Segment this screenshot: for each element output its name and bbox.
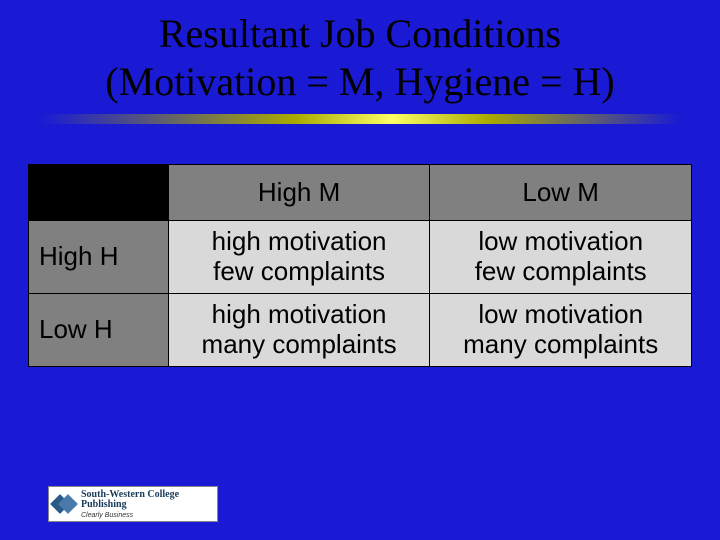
title-underline-bar (40, 114, 680, 124)
publisher-logo: South-Western College Publishing Clearly… (48, 486, 218, 522)
row-header-high-h: High H (29, 221, 169, 294)
title-line-2: (Motivation = M, Hygiene = H) (105, 59, 615, 104)
cell-text-line: low motivation (478, 299, 643, 329)
cell-text-line: many complaints (463, 329, 658, 359)
table-corner-cell (29, 165, 169, 221)
cell-text-line: many complaints (202, 329, 397, 359)
table-header-row: High M Low M (29, 165, 692, 221)
title-line-1: Resultant Job Conditions (159, 11, 561, 56)
publisher-logo-icon (53, 493, 75, 515)
conditions-table-wrap: High M Low M High H high motivation few … (28, 164, 692, 367)
table-row: Low H high motivation many complaints lo… (29, 293, 692, 366)
col-header-high-m: High M (168, 165, 430, 221)
publisher-logo-text: South-Western College Publishing Clearly… (81, 490, 213, 519)
cell-high-h-high-m: high motivation few complaints (168, 221, 430, 294)
slide-title-wrap: Resultant Job Conditions (Motivation = M… (0, 0, 720, 106)
cell-text-line: high motivation (212, 299, 387, 329)
cell-high-h-low-m: low motivation few complaints (430, 221, 692, 294)
cell-text-line: few complaints (475, 256, 647, 286)
row-header-low-h: Low H (29, 293, 169, 366)
slide-title: Resultant Job Conditions (Motivation = M… (40, 10, 680, 106)
cell-text-line: few complaints (213, 256, 385, 286)
publisher-name: South-Western College Publishing (81, 490, 213, 510)
cell-text-line: low motivation (478, 226, 643, 256)
cell-text-line: high motivation (212, 226, 387, 256)
table-row: High H high motivation few complaints lo… (29, 221, 692, 294)
cell-low-h-high-m: high motivation many complaints (168, 293, 430, 366)
publisher-tagline: Clearly Business (81, 512, 213, 519)
col-header-low-m: Low M (430, 165, 692, 221)
conditions-table: High M Low M High H high motivation few … (28, 164, 692, 367)
cell-low-h-low-m: low motivation many complaints (430, 293, 692, 366)
